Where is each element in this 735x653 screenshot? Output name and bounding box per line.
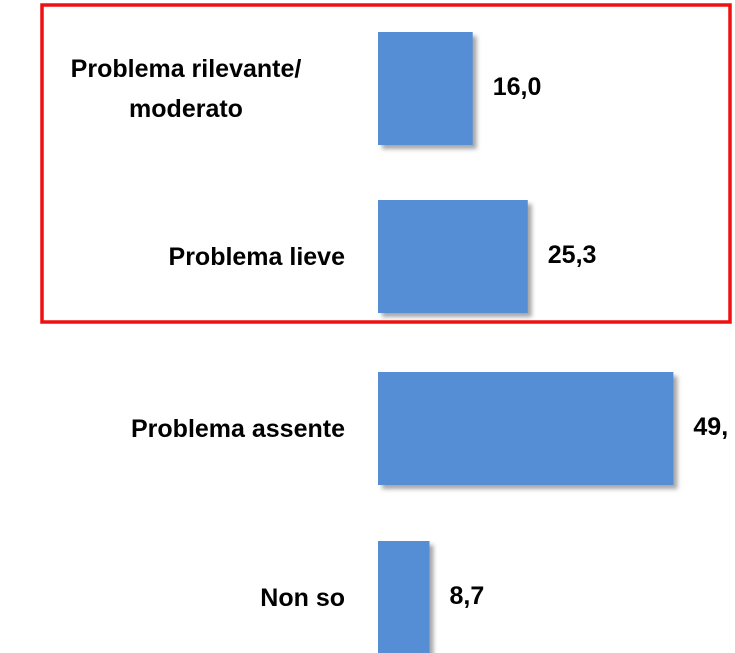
value-label: 49, (693, 413, 728, 441)
highlight-box (40, 3, 732, 324)
category-label: Non so (260, 583, 345, 612)
category-label: Problema lieve (168, 242, 345, 271)
value-label: 16,0 (493, 73, 542, 101)
bar (378, 200, 528, 313)
value-label: 25,3 (548, 241, 597, 269)
category-label: Problema rilevante/ moderato (70, 54, 302, 123)
value-label: 8,7 (450, 582, 485, 610)
bar (378, 32, 473, 145)
bar (378, 541, 430, 653)
bar (378, 372, 674, 485)
category-label: Problema assente (131, 414, 345, 443)
